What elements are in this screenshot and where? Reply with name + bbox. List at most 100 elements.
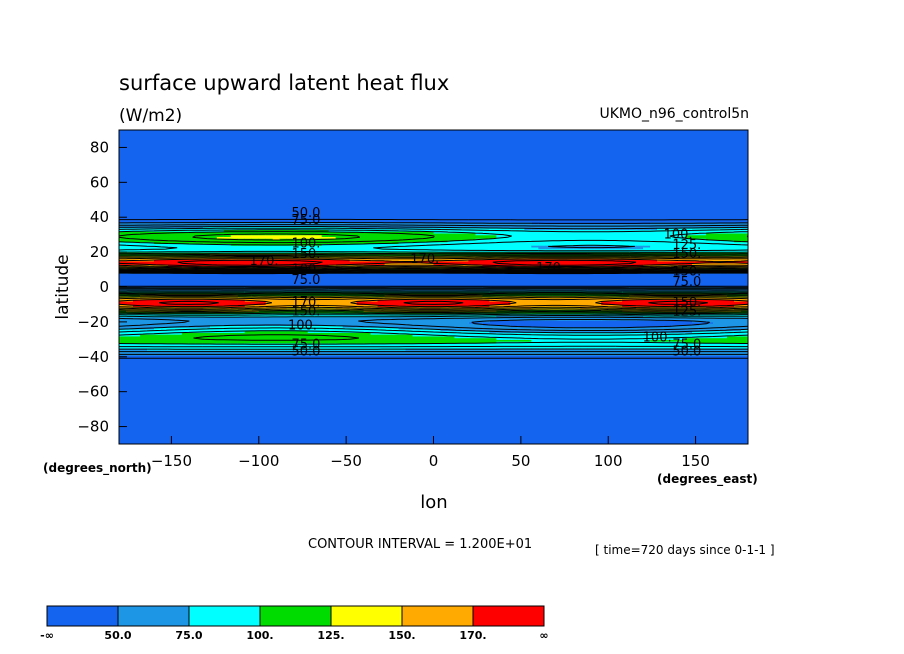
band-cell (286, 311, 295, 314)
band-cell (167, 234, 176, 238)
band-cell (153, 320, 162, 323)
band-cell (188, 246, 197, 250)
band-cell (146, 316, 155, 319)
band-cell (580, 316, 588, 319)
band-cell (328, 314, 337, 318)
band-cell (636, 232, 644, 236)
band-cell (552, 260, 560, 264)
band-cell (398, 232, 407, 236)
band-cell (160, 222, 169, 225)
band-cell (265, 224, 274, 227)
band-cell (314, 299, 323, 302)
band-cell (146, 320, 155, 323)
band-cell (216, 260, 225, 264)
band-cell (209, 339, 218, 342)
band-cell (188, 323, 197, 326)
band-cell (356, 241, 365, 244)
band-cell (405, 349, 414, 353)
band-cell (391, 260, 400, 264)
band-cell (398, 314, 407, 318)
band-cell (384, 232, 393, 236)
band-cell (391, 320, 400, 323)
band-cell (622, 344, 630, 347)
band-cell (419, 346, 428, 349)
band-cell (209, 234, 218, 238)
band-cell (398, 255, 407, 258)
band-cell (181, 290, 190, 293)
band-cell (314, 297, 323, 300)
band-cell (608, 248, 616, 251)
band-cell (559, 342, 567, 346)
band-cell (580, 346, 588, 349)
band-cell (468, 334, 477, 337)
band-cell (146, 328, 155, 332)
band-cell (181, 320, 190, 323)
band-cell (622, 335, 630, 339)
band-cell (139, 349, 148, 353)
band-cell (489, 234, 497, 238)
band-cell (475, 337, 484, 340)
band-cell (349, 323, 358, 326)
band-cell (468, 341, 477, 344)
band-cell (314, 300, 323, 304)
band-cell (223, 236, 232, 239)
band-cell (615, 293, 623, 297)
band-cell (419, 239, 428, 243)
band-cell (251, 351, 260, 354)
band-cell (328, 325, 337, 328)
band-cell (440, 335, 449, 339)
band-cell (447, 325, 456, 328)
band-cell (531, 344, 539, 347)
band-cell (342, 318, 351, 321)
band-cell (545, 300, 553, 304)
band-cell (230, 231, 239, 234)
band-cell (601, 332, 609, 335)
band-cell (237, 314, 246, 318)
band-cell (209, 316, 218, 319)
band-cell (195, 309, 204, 313)
band-cell (209, 304, 218, 307)
band-cell (405, 346, 414, 349)
band-cell (559, 241, 567, 244)
band-cell (601, 306, 609, 309)
band-cell (132, 293, 141, 297)
band-cell (510, 259, 518, 262)
band-cell (377, 231, 386, 234)
band-cell (265, 318, 274, 321)
band-cell (251, 229, 260, 232)
band-cell (174, 245, 183, 248)
band-cell (153, 330, 162, 333)
band-cell (461, 318, 470, 321)
band-cell (545, 299, 553, 302)
band-cell (119, 238, 127, 241)
band-cell (419, 337, 428, 340)
band-cell (119, 231, 127, 234)
band-cell (510, 304, 518, 307)
band-cell (531, 297, 539, 300)
band-cell (538, 330, 546, 333)
band-cell (447, 321, 456, 325)
band-cell (629, 332, 637, 335)
band-cell (349, 264, 358, 267)
band-cell (615, 335, 623, 339)
band-cell (195, 222, 204, 225)
band-cell (307, 330, 316, 333)
band-cell (461, 325, 470, 328)
band-cell (230, 229, 239, 232)
band-cell (601, 335, 609, 339)
band-cell (503, 250, 511, 253)
band-cell (146, 330, 155, 333)
band-cell (545, 234, 553, 238)
band-cell (153, 341, 162, 344)
band-cell (622, 229, 630, 232)
band-cell (146, 246, 155, 250)
band-cell (475, 231, 484, 234)
band-cell (405, 330, 414, 333)
band-cell (328, 236, 337, 239)
band-cell (146, 262, 155, 265)
band-cell (426, 328, 435, 332)
band-cell (286, 224, 295, 227)
band-cell (622, 250, 630, 253)
band-cell (286, 330, 295, 333)
band-cell (216, 248, 225, 251)
